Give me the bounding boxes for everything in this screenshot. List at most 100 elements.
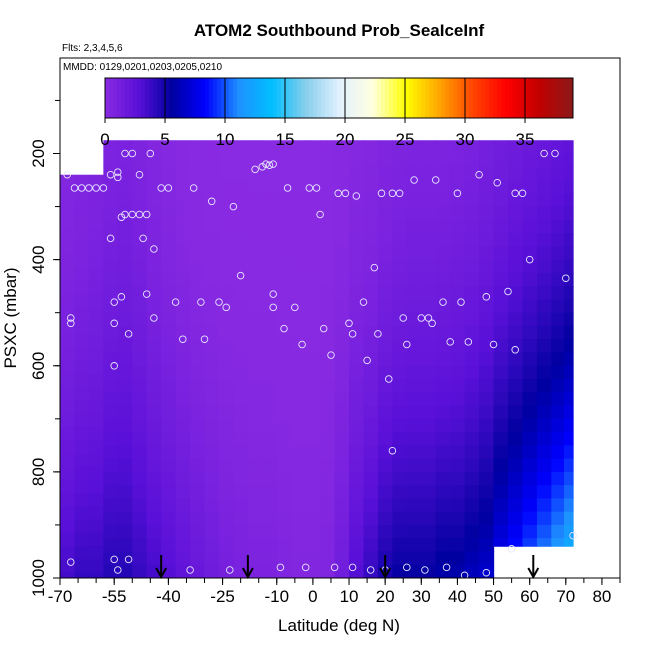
colorbar-swatch <box>173 78 178 118</box>
heatmap-cell <box>320 392 336 407</box>
heatmap-cell <box>320 458 336 473</box>
heatmap-cell <box>291 524 307 539</box>
colorbar-swatch <box>373 78 378 118</box>
heatmap-cell <box>103 193 119 208</box>
heatmap-cell <box>247 180 263 194</box>
arrow-head <box>527 567 540 580</box>
heatmap-cell <box>103 140 119 155</box>
heatmap-cell <box>276 219 292 234</box>
heatmap-cell <box>132 418 148 433</box>
heatmap-cell <box>103 471 119 486</box>
heatmap-cell <box>175 259 191 274</box>
heatmap-cell <box>320 498 336 513</box>
heatmap-cell <box>233 272 249 287</box>
heatmap-cell <box>117 352 133 367</box>
heatmap-cell <box>435 392 451 407</box>
x-tick-label: 70 <box>556 587 575 606</box>
heatmap-cell <box>117 379 133 393</box>
heatmap-cell <box>406 405 422 420</box>
colorbar-swatch <box>417 78 422 118</box>
heatmap-cell <box>406 259 422 274</box>
heatmap-cell <box>363 312 379 327</box>
heatmap-cell <box>276 485 292 500</box>
heatmap-cell <box>74 466 90 481</box>
heatmap-cell <box>190 432 206 446</box>
flight-point <box>280 324 288 333</box>
heatmap-cell <box>247 259 263 274</box>
heatmap-cell <box>508 272 524 287</box>
latitude-arrow <box>527 555 540 580</box>
heatmap-cell <box>508 206 524 221</box>
heatmap-cell <box>479 458 495 473</box>
x-tick-label: 20 <box>376 587 395 606</box>
heatmap-cell <box>564 259 574 274</box>
heatmap-cell <box>190 272 206 287</box>
heatmap-cell <box>276 166 292 181</box>
heatmap-cell <box>349 405 365 420</box>
heatmap-cell <box>392 524 408 539</box>
heatmap-cell <box>74 267 90 282</box>
heatmap-cell <box>60 532 76 547</box>
colorbar-swatch <box>569 78 574 118</box>
heatmap-cell <box>204 445 220 460</box>
x-tick-label: -25 <box>210 587 235 606</box>
heatmap-cell <box>392 405 408 420</box>
y-tick-label: 600 <box>29 352 48 380</box>
heatmap-cell <box>204 365 220 380</box>
heatmap-cell <box>103 485 119 500</box>
flight-point <box>121 210 129 219</box>
colorbar-ticks: 0 5 10 15 20 25 30 35 <box>100 78 534 149</box>
heatmap-cell <box>204 325 220 340</box>
colorbar-swatch <box>141 78 146 118</box>
heatmap-cell <box>190 140 206 155</box>
heatmap-cell <box>320 524 336 539</box>
heatmap-cell <box>551 418 565 433</box>
heatmap-cell <box>204 405 220 420</box>
heatmap-cell <box>132 140 148 155</box>
heatmap-cell <box>522 524 538 539</box>
heatmap-cell <box>291 272 307 287</box>
colorbar-swatch <box>121 78 126 118</box>
heatmap-cell <box>479 206 495 221</box>
heatmap-cell <box>493 233 509 247</box>
heatmap-cell <box>522 352 538 367</box>
colorbar-swatch <box>337 78 342 118</box>
heatmap-cell <box>320 299 336 314</box>
heatmap-cell <box>421 140 437 155</box>
heatmap-cell <box>233 140 249 155</box>
heatmap-cell <box>377 498 393 513</box>
heatmap-cell <box>564 166 574 181</box>
heatmap-cell <box>363 352 379 367</box>
heatmap-cell <box>132 365 148 380</box>
flight-point <box>511 189 519 198</box>
heatmap-cell <box>435 352 451 367</box>
heatmap-cell <box>435 325 451 340</box>
heatmap-cell <box>320 233 336 247</box>
flight-point <box>70 184 79 192</box>
heatmap-cell <box>305 458 321 473</box>
heatmap-cell <box>536 511 552 526</box>
heatmap-cell <box>276 206 292 221</box>
heatmap-cell <box>204 524 220 539</box>
heatmap-cell <box>190 498 206 513</box>
flight-point <box>269 160 277 168</box>
heatmap-cell <box>117 312 133 327</box>
heatmap-cell <box>190 219 206 234</box>
heatmap-cell <box>551 180 565 194</box>
heatmap-cell <box>276 524 292 539</box>
heatmap-cell <box>117 564 133 578</box>
heatmap-cell <box>450 193 466 208</box>
heatmap-cell <box>450 511 466 526</box>
heatmap-cell <box>291 153 307 168</box>
colorbar-swatch <box>145 78 150 118</box>
heatmap-cell <box>74 519 90 534</box>
heatmap-cell <box>204 153 220 168</box>
colorbar-swatch <box>165 78 170 118</box>
heatmap-cell <box>406 272 422 287</box>
colorbar-swatch <box>189 78 194 118</box>
heatmap-cell <box>262 246 278 261</box>
heatmap-cell <box>305 418 321 433</box>
heatmap-cell <box>161 551 177 566</box>
heatmap-cell <box>247 365 263 380</box>
heatmap-cell <box>276 498 292 513</box>
